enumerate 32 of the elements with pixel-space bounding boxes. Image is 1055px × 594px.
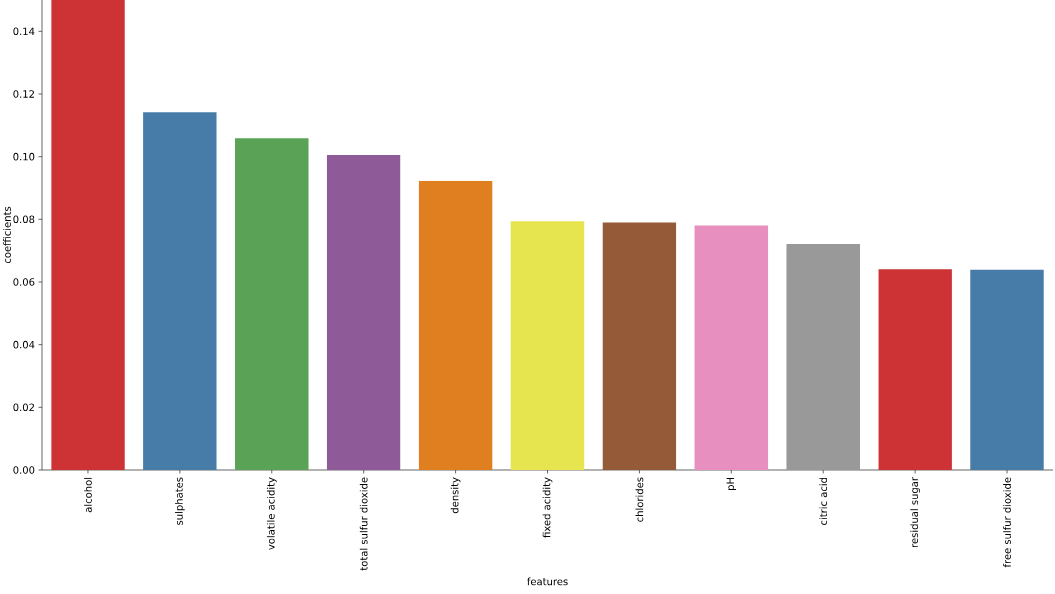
x-tick-label: fixed acidity — [542, 477, 553, 538]
x-tick-label: citric acid — [819, 477, 828, 525]
bar — [418, 180, 493, 470]
x-axis-title: features — [527, 577, 568, 586]
y-axis-title: coefficients — [3, 206, 11, 264]
bar — [510, 221, 585, 470]
bar — [694, 225, 769, 470]
x-tick-label: density — [450, 477, 461, 514]
bar — [51, 0, 125, 470]
x-tick-label: chlorides — [635, 477, 644, 522]
x-tick-label: residual sugar — [910, 477, 920, 548]
x-tick-label: alcohol — [84, 477, 92, 513]
x-tick-label: sulphates — [175, 477, 185, 525]
y-tick-label: 0.06 — [13, 278, 35, 286]
y-tick-label: 0.02 — [13, 403, 34, 412]
y-tick-label: 0.10 — [13, 152, 35, 161]
y-tick-label: 0.00 — [13, 466, 35, 474]
x-tick-label: total sulfur dioxide — [359, 477, 368, 571]
x-tick-label: volatile acidity — [266, 477, 277, 550]
bar — [878, 269, 952, 470]
bar — [970, 269, 1044, 470]
bar — [143, 112, 217, 470]
bar — [326, 155, 401, 470]
bar — [786, 244, 860, 470]
bar — [602, 222, 677, 470]
y-tick-label: 0.14 — [13, 27, 35, 36]
bar — [235, 138, 309, 470]
y-tick-label: 0.12 — [13, 90, 34, 98]
y-tick-label: 0.08 — [13, 215, 35, 224]
x-tick-label: pH — [726, 478, 737, 490]
x-tick-label: free sulfur dioxide — [1003, 477, 1011, 568]
y-tick-label: 0.04 — [13, 340, 35, 349]
